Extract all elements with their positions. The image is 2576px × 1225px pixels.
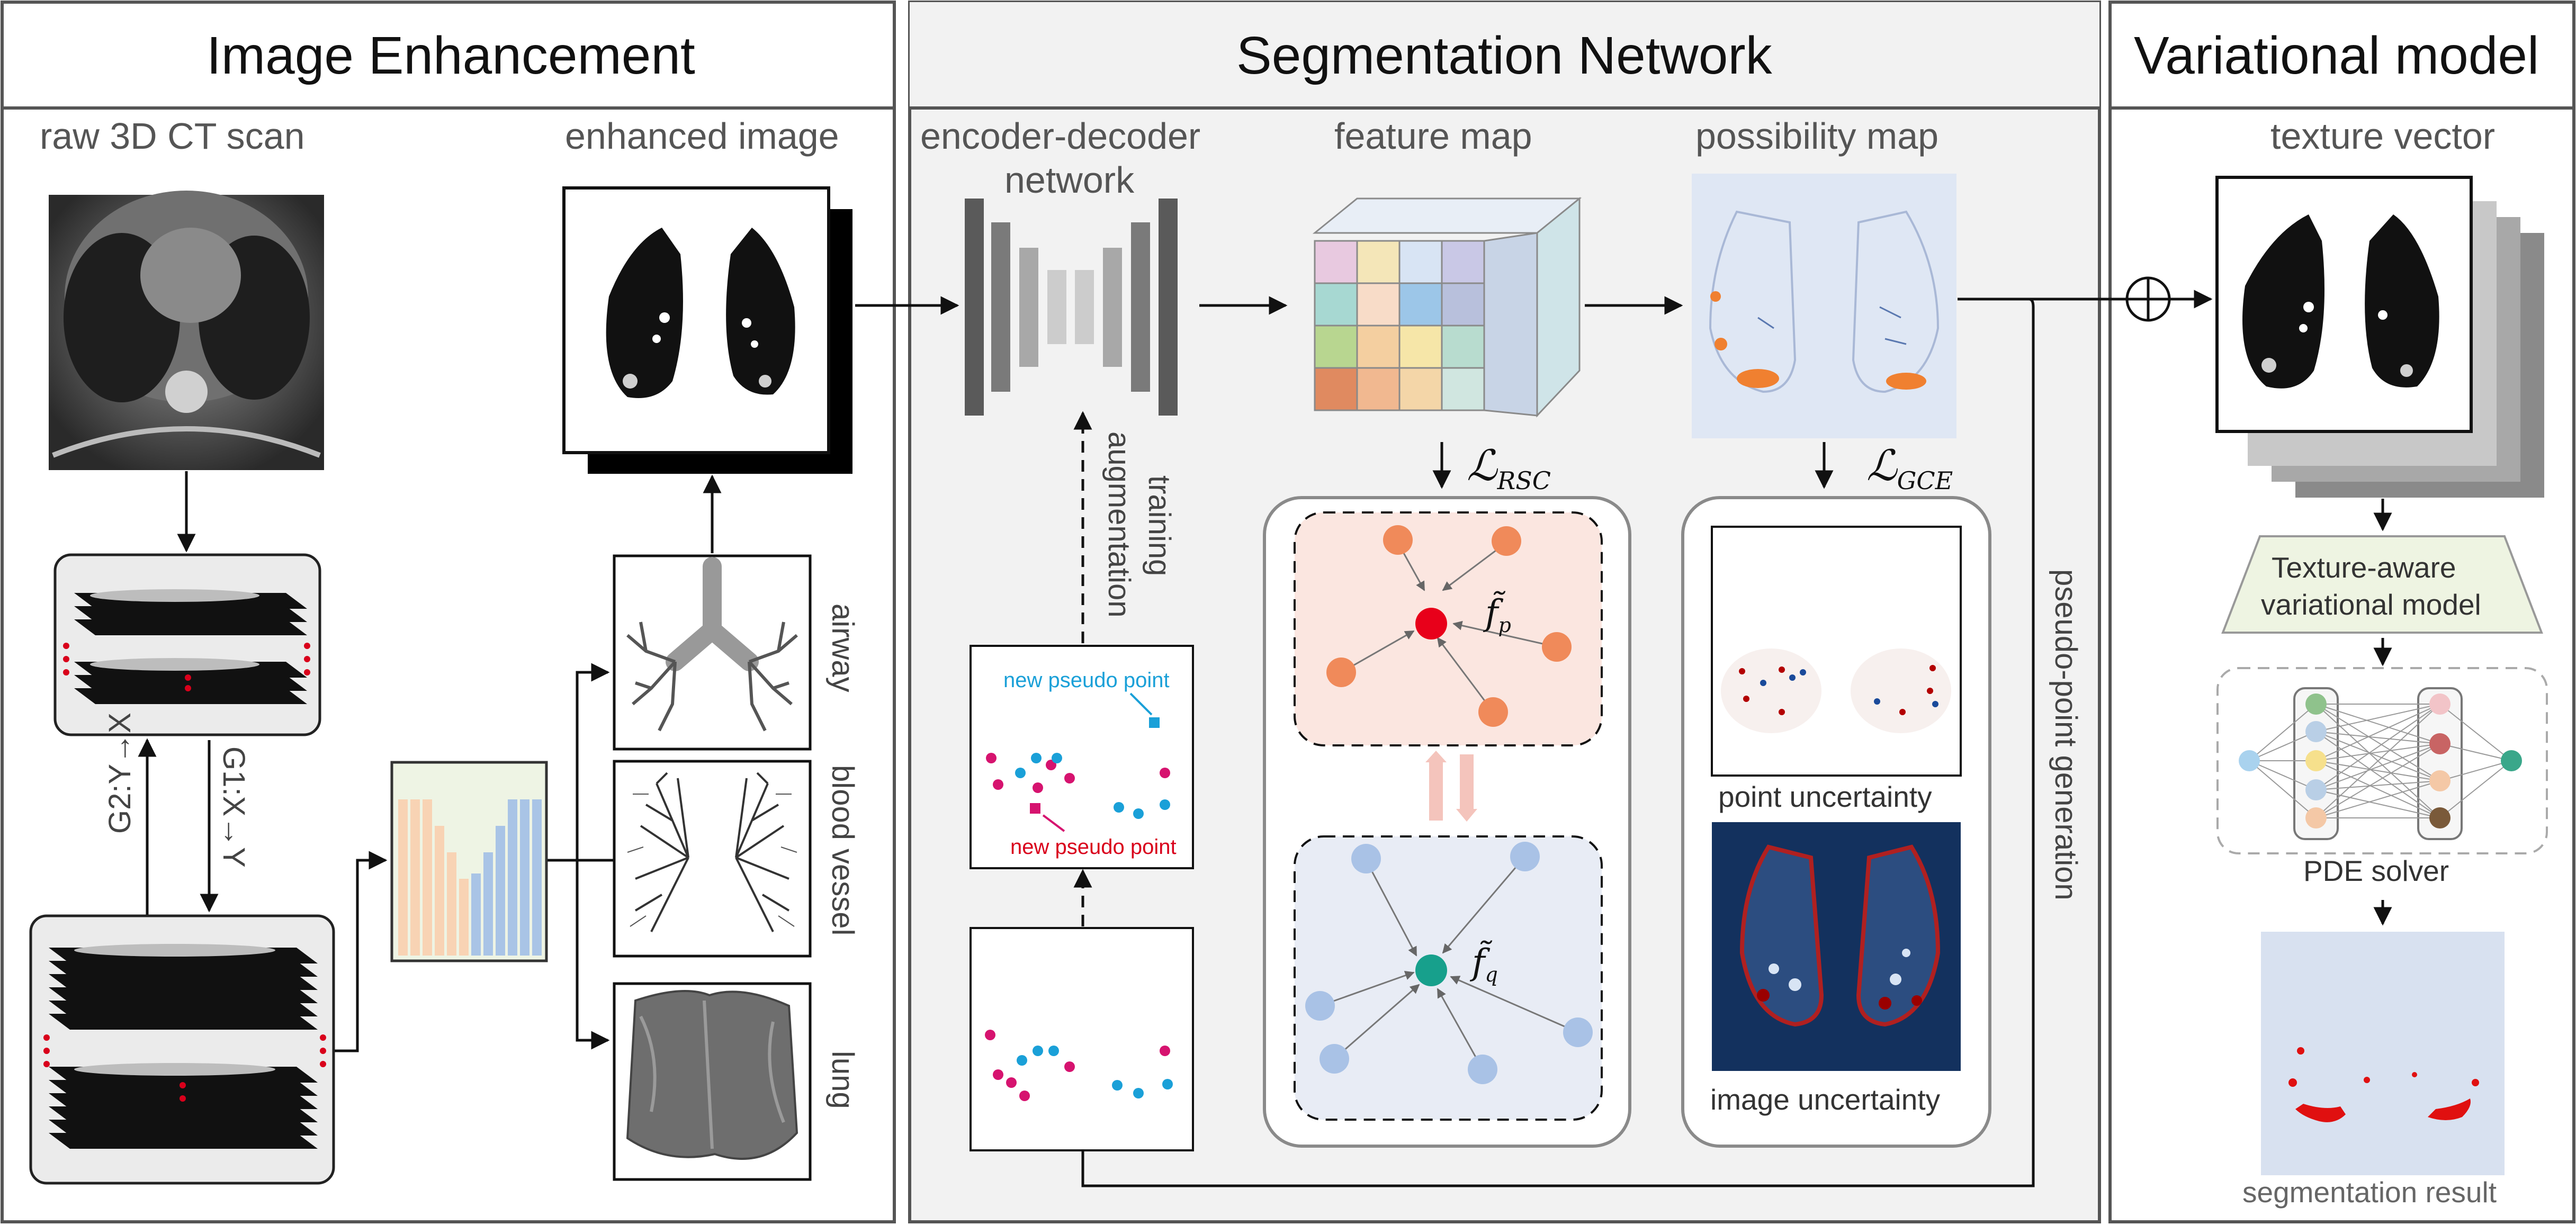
section-title-segmentation: Segmentation Network [1236,26,1772,85]
texture-model-trapezoid [2221,535,2543,634]
pseudo-generation-label: pseudo-point generation [2049,569,2083,900]
fp-label: f̃p [1485,592,1511,637]
g1-label: G1:X→Y [217,746,251,868]
scatter-augmented [970,645,1194,869]
encoder-decoder-bars [965,199,1178,416]
texture-vector-label: texture vector [2270,115,2496,157]
plus-circle-icon [2125,276,2171,322]
encoder-label-1: encoder-decoder [920,115,1201,157]
enhanced-image [562,186,852,474]
slice-stack-top [53,553,321,736]
pde-solver-label: PDE solver [2303,854,2449,887]
lung-surface-image [613,982,812,1181]
enhanced-image-label: enhanced image [565,115,839,157]
loss-gce-label: ℒGCE [1866,441,1953,495]
possibility-map-label: possibility map [1695,115,1939,157]
new-pseudo-point-red: new pseudo point [1010,835,1177,859]
gce-uncertainty-box [1681,496,1991,1148]
model-label-1: Texture-aware [2272,551,2456,584]
blood-vessel-image [613,760,812,958]
fq-label: f̃q [1472,942,1498,987]
raw-ct-image [49,191,324,470]
arrow-to-histogram [335,851,388,1052]
encoder-label-2: network [1004,159,1135,201]
section-title-enhancement: Image Enhancement [207,26,695,85]
loss-rsc-label: ℒRSC [1467,441,1551,495]
vessel-label: blood vessel [825,765,860,936]
new-pseudo-point-blue: new pseudo point [1003,669,1170,692]
model-label-2: variational model [2261,588,2481,621]
point-uncertainty-label: point uncertainty [1718,780,1932,813]
feature-map-cube [1312,196,1582,418]
segmentation-result-label: segmentation result [2242,1176,2497,1209]
segmentation-result-image [2261,932,2505,1175]
image-uncertainty-label: image uncertainty [1710,1083,1941,1116]
feature-map-label: feature map [1334,115,1532,157]
pde-network [2216,667,2548,854]
training-label-1: training [1142,475,1177,577]
arrow-to-airway [547,663,610,862]
airway-label: airway [825,604,860,692]
slice-stack-bottom [29,914,335,1185]
texture-vector-stack [2215,176,2544,498]
g2-label: G2:Y→X [103,713,137,834]
section-title-variational: Variational model [2134,26,2539,85]
training-label-2: augmentation [1102,431,1136,618]
lung-label: lung [825,1051,860,1109]
airway-image [613,554,812,751]
possibility-map-image [1692,174,1956,438]
rsc-graph-box [1263,496,1631,1148]
scatter-original [970,927,1194,1151]
arrow-to-lung [576,860,610,1050]
histogram-image [390,761,548,962]
raw-scan-label: raw 3D CT scan [40,115,305,157]
